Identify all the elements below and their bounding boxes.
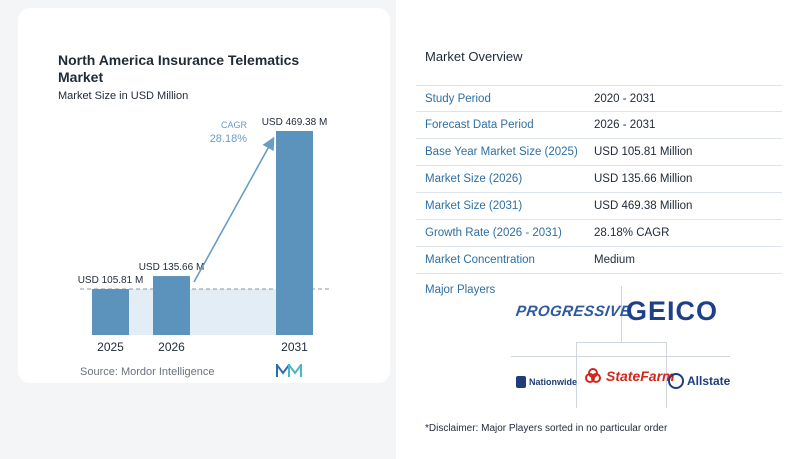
overview-row-concentration: Market Concentration Medium	[416, 247, 782, 274]
overview-row-size-2026: Market Size (2026) USD 135.66 Million	[416, 166, 782, 193]
x-tick-label-2026: 2026	[158, 340, 185, 354]
cagr-value: 28.18%	[210, 133, 248, 145]
disclaimer: *Disclaimer: Major Players sorted in no …	[425, 423, 668, 434]
geico-logo: GEICO	[626, 296, 719, 326]
row-label: Growth Rate (2026 - 2031)	[425, 227, 562, 239]
bar-2026	[153, 276, 190, 335]
overview-row-growth-rate: Growth Rate (2026 - 2031) 28.18% CAGR	[416, 220, 782, 247]
cagr-arrow	[193, 136, 275, 283]
chart-title: North America Insurance Telematics Marke…	[58, 52, 300, 85]
row-value: 2026 - 2031	[594, 119, 656, 131]
nationwide-logo-text: Nationwide	[529, 377, 578, 387]
x-tick-label-2031: 2031	[281, 340, 308, 354]
row-value: USD 135.66 Million	[594, 173, 693, 185]
bar-value-label-2026: USD 135.66 M	[139, 262, 205, 273]
bar-2025	[92, 289, 129, 335]
nationwide-logo: Nationwide	[516, 376, 577, 388]
statefarm-logo: StateFarm	[584, 367, 674, 385]
row-label: Base Year Market Size (2025)	[425, 146, 578, 158]
row-value: Medium	[594, 254, 635, 266]
row-label: Study Period	[425, 92, 491, 105]
players-divider	[511, 356, 730, 357]
row-value: USD 105.81 Million	[594, 146, 693, 158]
chart-source: Source: Mordor Intelligence	[80, 366, 215, 378]
players-divider	[666, 342, 667, 408]
overview-row-size-2031: Market Size (2031) USD 469.38 Million	[416, 193, 782, 220]
progressive-logo: PROGRESSIVE	[514, 303, 632, 320]
bar-2031	[276, 131, 313, 335]
statefarm-rings-icon	[585, 368, 601, 383]
cagr-label: CAGR	[221, 120, 248, 130]
overview-row-study-period: Study Period 2020 - 2031	[416, 85, 782, 112]
allstate-logo: Allstate	[668, 373, 730, 389]
x-tick-label-2025: 2025	[97, 340, 124, 354]
overview-title: Market Overview	[425, 49, 523, 64]
bar-value-label-2031: USD 469.38 M	[262, 117, 328, 128]
overview-table: Study Period 2020 - 2031 Forecast Data P…	[416, 85, 782, 274]
row-label: Forecast Data Period	[425, 119, 534, 131]
players-divider	[576, 342, 666, 343]
overview-row-forecast-period: Forecast Data Period 2026 - 2031	[416, 112, 782, 139]
players-divider	[576, 342, 577, 408]
nationwide-mark-icon	[516, 376, 526, 388]
allstate-hands-icon	[668, 373, 684, 389]
overview-row-base-year: Base Year Market Size (2025) USD 105.81 …	[416, 139, 782, 166]
row-value: 28.18% CAGR	[594, 227, 670, 239]
row-label: Market Concentration	[425, 254, 535, 266]
allstate-logo-text: Allstate	[687, 374, 731, 388]
row-label: Market Size (2031)	[425, 200, 523, 212]
bar-value-label-2025: USD 105.81 M	[78, 275, 144, 286]
row-value: USD 469.38 Million	[594, 200, 693, 212]
players-divider	[621, 286, 622, 342]
row-label: Market Size (2026)	[425, 173, 523, 185]
major-players-title: Major Players	[425, 284, 496, 296]
row-value: 2020 - 2031	[594, 92, 656, 105]
statefarm-logo-text: StateFarm	[606, 368, 675, 384]
mordor-logo-icon	[276, 364, 302, 377]
chart-subtitle: Market Size in USD Million	[58, 90, 189, 102]
